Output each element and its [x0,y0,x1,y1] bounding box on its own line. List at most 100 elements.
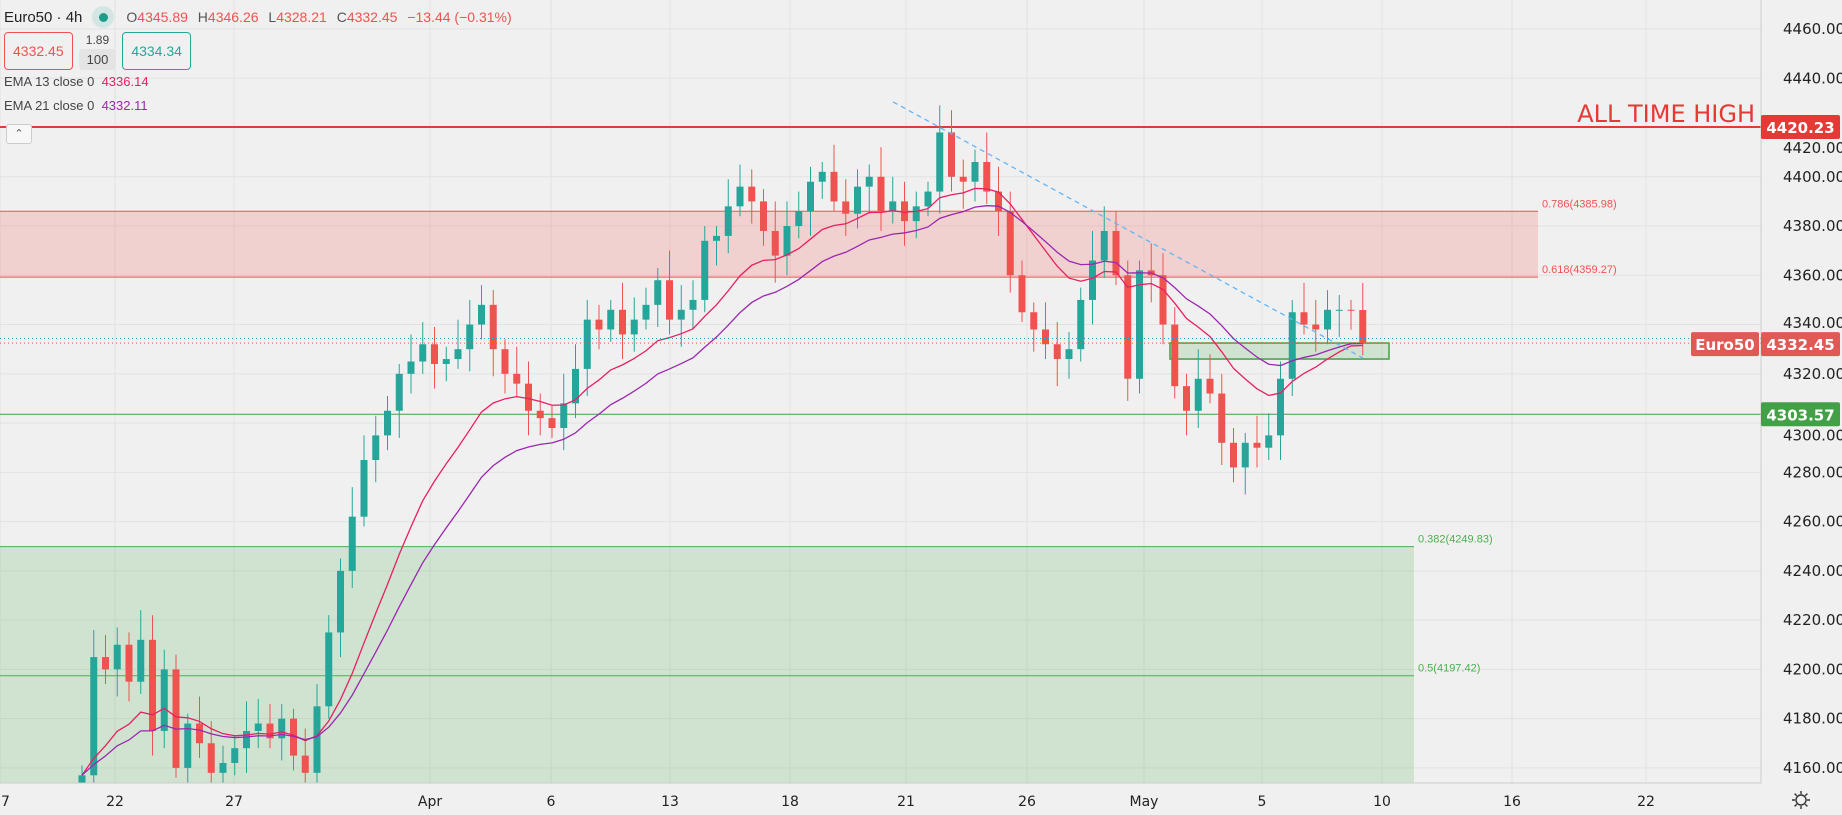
candle [572,344,579,419]
candle-body [196,723,203,744]
price-tick-label: 4360.00 [1783,266,1842,284]
candle-body [1335,309,1343,311]
candle-body [337,570,344,633]
time-tick-label: 10 [1373,794,1391,810]
candle [583,299,591,396]
candle-body [1136,270,1143,379]
candle-body [348,516,356,571]
open-value: 4345.89 [137,9,188,25]
candle [959,159,967,209]
candle [842,179,850,236]
candle-body [924,191,932,207]
candle [948,110,955,192]
time-tick-label: 13 [661,794,679,810]
candle-body [372,435,380,461]
candle-body [172,669,180,768]
candle-body [1194,378,1202,411]
candle [313,684,321,793]
candle-body [995,191,1002,212]
candle [266,703,274,749]
candle [384,395,391,451]
candle-body [1288,312,1296,379]
candle [865,164,873,214]
symbol-price-tag: Euro50 [1695,336,1755,354]
candle-body [842,201,850,214]
candle-body [736,186,744,207]
quantity-field[interactable]: 100 [78,48,117,70]
candle-body [442,359,450,364]
chevron-up-icon[interactable]: ⌃ [6,124,32,144]
candle [877,147,885,231]
candle [666,250,673,335]
candle [536,393,544,436]
time-tick-label: 7 [1,794,10,810]
candle-body [525,383,532,411]
price-tick-label: 4160.00 [1783,759,1842,777]
candle [760,189,767,246]
candle-body [231,748,239,763]
candle [807,166,814,236]
current-price-label: 4332.45 [1766,336,1834,354]
candle-body [948,132,955,177]
candle-body [407,361,415,374]
candle [1006,191,1014,293]
ema-13-line [81,187,1363,776]
candle [431,327,438,389]
candle-body [795,211,803,227]
candle [1335,295,1343,337]
time-tick-label: 26 [1018,794,1036,810]
candle [290,708,297,771]
ohlc-values: O4345.89 H4346.26 L4328.21 C4332.45 −13.… [126,9,512,25]
candle-body [278,718,286,739]
candle-body [478,304,485,325]
gear-icon[interactable] [1792,791,1810,809]
candle-body [1183,386,1190,411]
candle-body [1089,260,1096,300]
fib-zone-red [0,211,1538,278]
ath-price-label-bg [1761,114,1840,139]
candle-body [642,304,650,320]
candle [1018,260,1026,323]
candle [1206,354,1214,404]
candle [513,346,521,396]
candle [489,290,497,377]
candle-body [1312,324,1320,330]
candle-body [936,132,944,192]
candle-body [865,176,873,187]
candle [724,179,732,254]
candle-body [1277,378,1284,436]
candle-body [102,657,109,670]
sell-button[interactable]: 4332.45 [4,32,73,70]
time-axis[interactable] [0,783,1842,815]
fib-level-label: 0.382(4249.83) [1418,534,1493,546]
ema13-legend[interactable]: EMA 13 close 0 4336.14 [4,74,149,89]
candle [818,162,826,199]
candle-body [677,309,685,320]
candle-body [1347,309,1355,311]
candle-body [783,226,791,256]
candle-body [536,410,544,419]
ath-price-label: 4420.23 [1766,119,1834,137]
candle-body [1124,275,1132,379]
candle-body [1230,442,1237,468]
candle-body [384,410,391,436]
candle-body [560,403,568,429]
high-value: 4346.26 [207,9,259,25]
candle-body [243,730,250,749]
candle [595,304,603,350]
time-tick-label: 22 [1637,794,1655,810]
time-tick-label: 5 [1258,794,1267,810]
symbol-title[interactable]: Euro50 · 4h [4,8,83,26]
candle-body [395,373,403,411]
candle [1183,373,1190,436]
current-price-label-bg [1761,332,1840,357]
ema21-legend[interactable]: EMA 21 close 0 4332.11 [4,98,148,113]
candle [701,226,709,313]
support-price-label: 4303.57 [1766,406,1834,424]
price-tick-label: 4300.00 [1783,426,1842,444]
candle-body [419,344,427,362]
buy-button[interactable]: 4334.34 [122,32,191,70]
candle-body [1065,349,1073,360]
candle [442,346,450,382]
